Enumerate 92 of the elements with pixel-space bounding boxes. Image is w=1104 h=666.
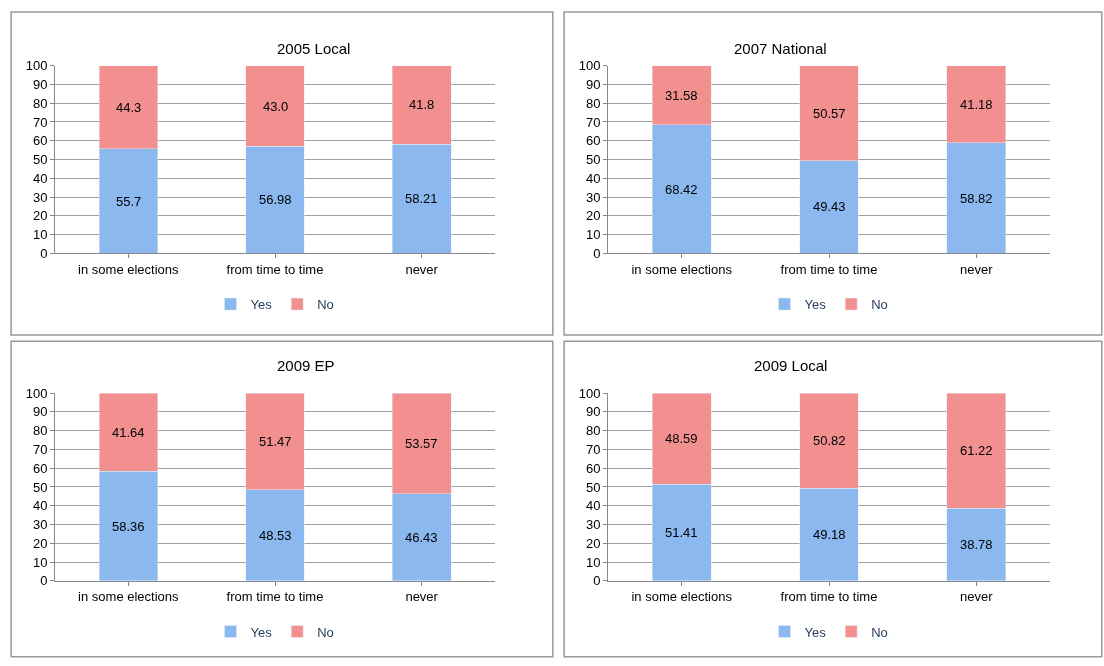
data-label: 41.18: [960, 97, 993, 112]
y-tick-label: 50: [32, 152, 48, 168]
y-tick-label: 20: [585, 535, 601, 551]
y-tick-label: 40: [32, 498, 48, 514]
y-tick-label: 60: [585, 460, 601, 476]
y-tick-label: 20: [585, 208, 601, 224]
legend-label: Yes: [250, 624, 273, 640]
y-tick-label: 10: [585, 554, 601, 570]
y-tick-label: 60: [32, 460, 48, 476]
data-label: 44.3: [116, 100, 142, 115]
y-tick-label: 70: [32, 441, 48, 457]
data-label: 48.53: [259, 528, 292, 543]
x-tick-label: never: [960, 589, 994, 605]
x-tick-label: from time to time: [226, 261, 324, 277]
y-tick-label: 80: [585, 95, 601, 111]
x-tick-label: in some elections: [78, 589, 180, 605]
chart-title: 2005 Local: [277, 40, 351, 57]
y-tick-label: 20: [32, 535, 48, 551]
legend-label: Yes: [250, 297, 273, 313]
y-tick-label: 10: [32, 227, 48, 243]
x-tick-label: from time to time: [780, 589, 878, 605]
x-tick-label: in some elections: [78, 261, 180, 277]
y-tick-label: 30: [32, 189, 48, 205]
data-label: 50.82: [813, 433, 846, 448]
data-label: 50.57: [813, 106, 846, 121]
x-tick-label: from time to time: [780, 261, 878, 277]
data-label: 51.41: [665, 525, 698, 540]
y-tick-label: 100: [25, 58, 48, 74]
y-tick-label: 0: [593, 573, 601, 589]
legend-label: Yes: [804, 624, 827, 640]
data-label: 41.64: [112, 425, 145, 440]
legend-label: Yes: [804, 297, 827, 313]
x-tick-label: in some elections: [631, 589, 733, 605]
x-tick-label: never: [405, 261, 439, 277]
y-tick-label: 70: [585, 441, 601, 457]
legend-label: No: [317, 297, 334, 313]
y-tick-label: 50: [585, 152, 601, 168]
y-tick-label: 90: [32, 404, 48, 420]
data-label: 43.0: [263, 99, 289, 114]
y-tick-label: 10: [32, 554, 48, 570]
y-tick-label: 70: [32, 114, 48, 130]
y-tick-label: 20: [32, 208, 48, 224]
legend-label: No: [871, 297, 888, 313]
data-label: 53.57: [405, 436, 438, 451]
x-tick-label: never: [960, 261, 994, 277]
y-tick-label: 40: [585, 498, 601, 514]
data-label: 38.78: [960, 537, 993, 552]
data-label: 68.42: [665, 182, 698, 197]
y-tick-label: 100: [578, 385, 601, 401]
data-label: 55.7: [116, 194, 142, 209]
chart-title: 2009 EP: [277, 357, 335, 374]
data-label: 46.43: [405, 530, 438, 545]
y-tick-label: 100: [25, 385, 48, 401]
data-label: 48.59: [665, 431, 698, 446]
data-label: 58.82: [960, 191, 993, 206]
y-tick-label: 0: [40, 245, 48, 261]
y-tick-label: 80: [32, 95, 48, 111]
y-tick-label: 40: [585, 170, 601, 186]
data-label: 56.98: [259, 192, 292, 207]
data-label: 49.18: [813, 527, 846, 542]
chart-title: 2009 Local: [754, 357, 828, 374]
x-tick-label: from time to time: [226, 589, 324, 605]
legend-label: No: [317, 624, 334, 640]
chart-title: 2007 National: [734, 40, 827, 57]
y-tick-label: 0: [40, 573, 48, 589]
data-label: 58.21: [405, 191, 438, 206]
y-tick-label: 50: [585, 479, 601, 495]
data-label: 49.43: [813, 199, 846, 214]
y-tick-label: 90: [32, 76, 48, 92]
y-tick-label: 100: [578, 58, 601, 74]
y-tick-label: 90: [585, 76, 601, 92]
y-tick-label: 30: [585, 189, 601, 205]
y-tick-label: 10: [585, 227, 601, 243]
y-tick-label: 30: [32, 517, 48, 533]
y-tick-label: 90: [585, 404, 601, 420]
data-label: 51.47: [259, 434, 292, 449]
y-tick-label: 80: [585, 423, 601, 439]
y-tick-label: 80: [32, 423, 48, 439]
data-label: 41.8: [409, 97, 435, 112]
y-tick-label: 0: [593, 245, 601, 261]
y-tick-label: 60: [32, 133, 48, 149]
y-tick-label: 70: [585, 114, 601, 130]
x-tick-label: in some elections: [631, 261, 733, 277]
data-label: 58.36: [112, 519, 145, 534]
x-tick-label: never: [405, 589, 439, 605]
y-tick-label: 30: [585, 517, 601, 533]
y-tick-label: 50: [32, 479, 48, 495]
y-tick-label: 40: [32, 170, 48, 186]
data-label: 61.22: [960, 443, 993, 458]
data-label: 31.58: [665, 88, 698, 103]
legend-label: No: [871, 624, 888, 640]
y-tick-label: 60: [585, 133, 601, 149]
